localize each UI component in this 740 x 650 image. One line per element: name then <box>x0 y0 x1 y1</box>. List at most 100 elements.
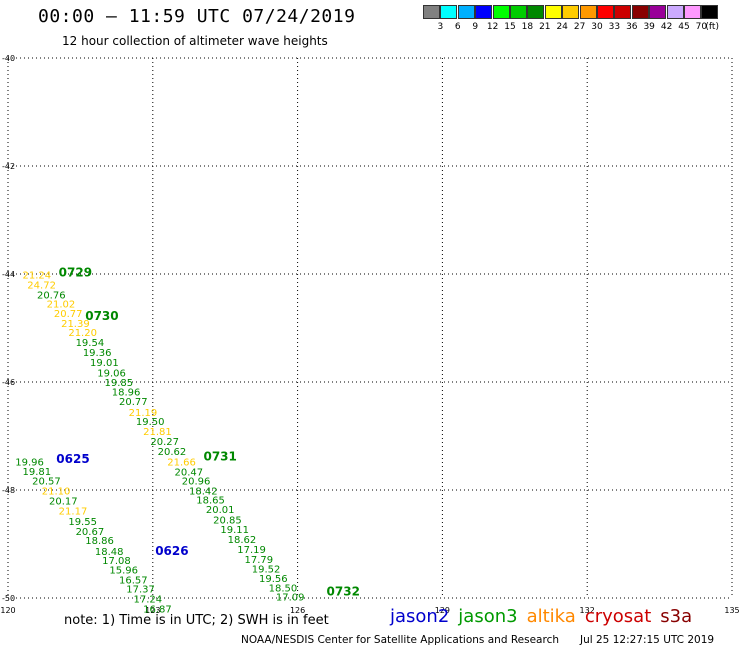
swh-data-label: 17.19 <box>237 545 266 556</box>
swh-data-label: 19.11 <box>220 525 249 536</box>
x-tick-label: 129 <box>435 606 450 615</box>
color-scale-tick: 15 <box>504 22 516 32</box>
swh-data-label: 20.67 <box>76 527 105 538</box>
color-swatch <box>544 5 562 19</box>
color-swatch <box>562 5 580 19</box>
footer-note: note: 1) Time is in UTC; 2) SWH is in fe… <box>64 613 329 628</box>
color-swatch <box>666 5 684 19</box>
swh-data-label: 19.81 <box>22 467 51 478</box>
credit-text: NOAA/NESDIS Center for Satellite Applica… <box>241 634 559 646</box>
color-scale-tick: 27 <box>573 22 586 32</box>
swh-data-label: 18.42 <box>189 486 218 497</box>
swh-data-label: 18.48 <box>95 547 124 558</box>
chart-subtitle: 12 hour collection of altimeter wave hei… <box>62 34 328 48</box>
swh-data-label: 20.17 <box>49 497 78 508</box>
swh-data-label: 21.81 <box>143 427 172 438</box>
swh-data-label: 21.02 <box>47 299 76 310</box>
color-scale-tick: 70 <box>695 22 708 32</box>
color-scale-tick: 3 <box>437 22 444 32</box>
legend-item-jason2: jason2 <box>390 606 450 627</box>
swh-data-label: 21.20 <box>68 328 97 339</box>
color-scale-unit: (ft) <box>705 22 719 32</box>
swh-data-label: 19.55 <box>68 517 97 528</box>
swh-data-label: 20.76 <box>37 290 66 301</box>
color-swatch <box>579 5 597 19</box>
color-swatch <box>457 5 475 19</box>
color-scale-tick: 42 <box>660 22 673 32</box>
swh-data-label: 24.72 <box>27 281 56 292</box>
swh-data-label: 20.85 <box>213 515 242 526</box>
generated-timestamp: Jul 25 12:27:15 UTC 2019 <box>580 634 715 646</box>
swh-data-label: 19.06 <box>97 369 126 380</box>
legend-item-jason3: jason3 <box>458 606 518 627</box>
swh-data-label: 19.52 <box>252 565 281 576</box>
color-swatch <box>649 5 667 19</box>
swh-data-label: 17.79 <box>245 555 274 566</box>
y-tick-label: -50 <box>2 594 15 603</box>
satellite-legend: jason2 jason3 altika cryosat s3a <box>390 606 701 627</box>
swh-data-label: 21.39 <box>61 319 90 330</box>
swh-data-label: 18.96 <box>112 388 141 399</box>
swh-data-label: 18.62 <box>228 535 257 546</box>
color-swatch <box>631 5 649 19</box>
color-swatch <box>475 5 493 19</box>
color-scale-tick: 33 <box>608 22 621 32</box>
swh-data-label: 19.96 <box>15 458 44 469</box>
swh-data-label: 18.50 <box>269 584 298 595</box>
page-title: 00:00 – 11:59 UTC 07/24/2019 <box>38 6 356 27</box>
time-label: 0626 <box>155 544 188 558</box>
x-tick-label: 132 <box>580 606 595 615</box>
color-swatch <box>684 5 701 19</box>
y-tick-label: -40 <box>2 54 15 63</box>
color-scale-tick: 39 <box>643 22 655 32</box>
time-label: 0732 <box>327 584 360 598</box>
x-tick-label: 123 <box>145 606 160 615</box>
swh-data-label: 16.87 <box>143 605 172 616</box>
swh-data-label: 21.19 <box>129 408 158 419</box>
color-scale-tick: 45 <box>678 22 690 32</box>
time-label: 0625 <box>56 452 89 466</box>
color-scale-tick: 30 <box>591 22 603 32</box>
swh-data-label: 20.27 <box>150 437 179 448</box>
swh-data-label: 17.09 <box>276 593 305 604</box>
color-scale-tick: 21 <box>539 22 551 32</box>
color-swatch <box>614 5 632 19</box>
swh-data-label: 21.24 <box>22 270 51 281</box>
color-swatch <box>423 5 440 19</box>
swh-data-label: 17.24 <box>133 594 162 605</box>
legend-item-s3a: s3a <box>660 606 693 627</box>
color-scale-tick: 36 <box>626 22 638 32</box>
swh-data-label: 19.85 <box>105 378 134 389</box>
swh-data-label: 15.96 <box>109 566 138 577</box>
y-tick-label: -46 <box>2 378 15 387</box>
y-tick-label: -44 <box>2 270 15 279</box>
swh-data-label: 18.86 <box>85 536 114 547</box>
color-scale-tick: 12 <box>486 22 499 32</box>
color-swatch <box>492 5 510 19</box>
swh-data-label: 17.08 <box>102 556 131 567</box>
swh-data-label: 21.17 <box>59 506 88 517</box>
time-label: 0731 <box>203 449 236 463</box>
color-scale-tick: 18 <box>521 22 534 32</box>
swh-data-label: 19.54 <box>76 338 105 349</box>
swh-data-label: 19.50 <box>136 417 165 428</box>
y-tick-label: -42 <box>2 162 15 171</box>
time-label: 0730 <box>85 309 118 323</box>
color-swatch <box>597 5 614 19</box>
color-scale-tick: 24 <box>556 22 568 32</box>
swh-data-label: 19.01 <box>90 358 119 369</box>
swh-data-label: 19.56 <box>259 574 288 585</box>
legend-item-cryosat: cryosat <box>584 606 652 627</box>
swh-data-label: 20.47 <box>175 467 204 478</box>
x-tick-label: 120 <box>0 606 15 615</box>
swh-data-label: 20.57 <box>32 477 61 488</box>
legend-item-altika: altika <box>526 606 576 627</box>
swh-data-label: 21.10 <box>42 486 71 497</box>
swh-data-label: 21.66 <box>167 458 196 469</box>
color-swatch <box>701 5 719 19</box>
time-label: 0729 <box>59 266 92 280</box>
y-tick-label: -48 <box>2 486 15 495</box>
swh-data-label: 18.65 <box>196 496 225 507</box>
